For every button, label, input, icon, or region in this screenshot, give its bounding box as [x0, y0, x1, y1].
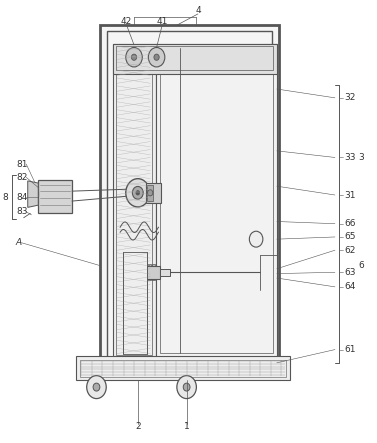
Text: 83: 83 [17, 207, 28, 216]
Text: 6: 6 [358, 261, 364, 270]
Bar [100, 25, 279, 365]
Bar [107, 31, 272, 358]
Bar [138, 264, 141, 280]
Polygon shape [28, 181, 38, 207]
Bar [132, 264, 135, 280]
Text: 31: 31 [344, 190, 356, 199]
Bar [156, 44, 277, 358]
Bar [116, 46, 152, 355]
Circle shape [126, 47, 142, 67]
Circle shape [93, 383, 100, 391]
Text: 65: 65 [344, 233, 356, 241]
Bar [145, 264, 148, 280]
Circle shape [136, 190, 139, 195]
Text: 82: 82 [17, 173, 28, 182]
Bar [38, 179, 72, 213]
Circle shape [147, 190, 153, 196]
Text: 3: 3 [358, 153, 364, 162]
Bar [152, 264, 155, 280]
Bar [149, 264, 151, 280]
Bar [76, 356, 290, 381]
Text: 33: 33 [344, 153, 356, 162]
Text: 2: 2 [135, 422, 141, 431]
Circle shape [132, 187, 143, 199]
Bar [147, 185, 153, 201]
Text: 32: 32 [344, 93, 356, 102]
Circle shape [148, 47, 165, 67]
Circle shape [249, 231, 263, 247]
Text: 64: 64 [344, 282, 356, 291]
Bar [113, 44, 277, 74]
Circle shape [87, 376, 106, 399]
Ellipse shape [34, 184, 38, 204]
Text: 42: 42 [121, 17, 132, 27]
Text: 62: 62 [344, 246, 356, 255]
Bar [146, 183, 161, 202]
Text: 63: 63 [344, 268, 356, 277]
Bar [160, 269, 170, 276]
Circle shape [177, 376, 196, 399]
Bar [135, 264, 138, 280]
Text: 61: 61 [344, 345, 356, 354]
Bar [123, 253, 147, 354]
Bar [159, 48, 273, 353]
Bar [80, 360, 286, 377]
Circle shape [126, 179, 150, 207]
Circle shape [132, 54, 137, 60]
Text: 1: 1 [184, 422, 190, 431]
Text: 8: 8 [3, 193, 8, 202]
Bar [142, 264, 144, 280]
Text: 41: 41 [156, 17, 168, 27]
Text: 81: 81 [17, 159, 28, 169]
Text: 66: 66 [344, 219, 356, 228]
Text: 4: 4 [195, 6, 201, 15]
Bar [116, 46, 273, 70]
Bar [145, 266, 160, 279]
Circle shape [154, 54, 159, 60]
Bar [113, 44, 156, 358]
Text: A: A [16, 238, 22, 247]
Circle shape [183, 383, 190, 391]
Text: 84: 84 [17, 193, 28, 202]
Bar [129, 264, 131, 280]
